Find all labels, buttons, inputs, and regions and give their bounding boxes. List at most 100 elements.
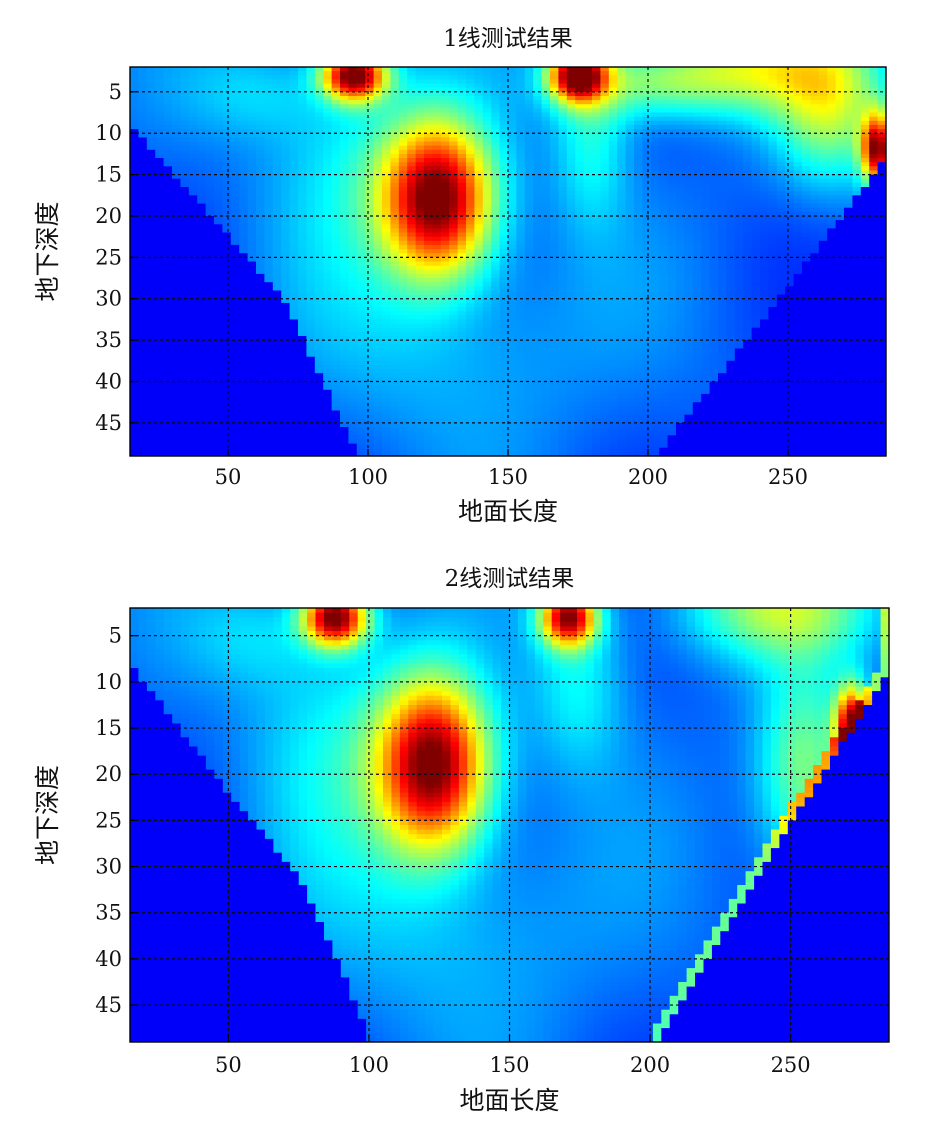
heatmap-cell [818, 228, 828, 234]
heatmap-cell [491, 166, 501, 171]
heatmap-cell [390, 91, 400, 97]
heatmap-cell [869, 141, 879, 147]
heatmap-cell [390, 120, 400, 126]
heatmap-cell [390, 75, 400, 80]
heatmap-cell [398, 236, 408, 242]
heatmap-cell [440, 108, 450, 114]
heatmap-cell [625, 211, 635, 217]
heatmap-cell [709, 269, 719, 275]
heatmap-cell [701, 96, 711, 101]
heatmap-cell [676, 108, 685, 114]
heatmap-cell [382, 104, 391, 109]
heatmap-cell [205, 133, 215, 138]
heatmap-cell [432, 87, 442, 93]
heatmap-cell [508, 96, 517, 101]
heatmap-cell [230, 170, 240, 176]
heatmap-cell [650, 224, 660, 229]
heatmap-cell [239, 79, 249, 85]
heatmap-cell [583, 137, 593, 143]
heatmap-cell [222, 96, 232, 101]
heatmap-cell [734, 265, 744, 271]
heatmap-cell [760, 141, 769, 147]
heatmap-cell [424, 129, 433, 134]
heatmap-cell [474, 240, 484, 246]
heatmap-cell [230, 145, 240, 151]
heatmap-cell [264, 278, 274, 283]
heatmap-cell [768, 290, 778, 296]
heatmap-cell [625, 96, 635, 101]
heatmap-cell [222, 220, 232, 225]
heatmap-cell [180, 228, 190, 234]
heatmap-cell [810, 290, 820, 296]
heatmap-cell [499, 216, 509, 221]
heatmap-cell [323, 83, 333, 89]
heatmap-cell [642, 100, 652, 105]
heatmap-cell [188, 178, 198, 184]
heatmap-cell [600, 137, 610, 143]
heatmap-cell [356, 129, 366, 134]
heatmap-cell [323, 178, 333, 184]
heatmap-cell [524, 195, 534, 200]
heatmap-cell [810, 141, 820, 147]
heatmap-cell [600, 104, 610, 109]
heatmap-cell [827, 199, 837, 205]
heatmap-cell [558, 104, 568, 109]
heatmap-cell [533, 129, 543, 134]
heatmap-cell [760, 87, 769, 93]
heatmap-cell [701, 207, 711, 213]
heatmap-cell [524, 137, 534, 143]
heatmap-cell [407, 269, 417, 275]
heatmap-cell [205, 120, 215, 126]
heatmap-cell [407, 257, 417, 263]
heatmap-cell [499, 96, 509, 101]
heatmap-cell [818, 286, 828, 291]
heatmap-cell [289, 137, 299, 143]
heatmap-cell [734, 216, 744, 221]
heatmap-cell [835, 261, 845, 267]
heatmap-cell [230, 75, 240, 80]
heatmap-cell [256, 141, 265, 147]
heatmap-cell [382, 203, 391, 209]
heatmap-cell [314, 158, 324, 163]
heatmap-cell [592, 199, 601, 205]
heatmap-cell [600, 232, 610, 238]
heatmap-cell [432, 182, 442, 188]
heatmap-cell [474, 199, 484, 205]
heatmap-cell [163, 83, 173, 89]
heatmap-cell [516, 286, 526, 291]
heatmap-cell [617, 191, 627, 196]
heatmap-cell [457, 290, 467, 296]
heatmap-cell [474, 290, 484, 296]
heatmap-cell [550, 273, 559, 279]
heatmap-cell [449, 253, 459, 258]
heatmap-cell [247, 174, 257, 180]
heatmap-cell [239, 91, 249, 97]
heatmap-cell [398, 104, 408, 109]
heatmap-cell [659, 207, 669, 213]
heatmap-cell [760, 257, 769, 263]
heatmap-cell [264, 178, 274, 184]
heatmap-cell [734, 273, 744, 279]
heatmap-cell [692, 269, 702, 275]
heatmap-cell [214, 273, 223, 279]
heatmap-cell [810, 282, 820, 287]
heatmap-cell [768, 145, 778, 151]
heatmap-cell [449, 257, 459, 263]
heatmap-cell [642, 187, 652, 192]
heatmap-cell [482, 133, 492, 138]
heatmap-cell [642, 79, 652, 85]
heatmap-cell [138, 133, 148, 138]
heatmap-cell [608, 124, 618, 130]
heatmap-cell [214, 83, 223, 89]
heatmap-cell [802, 216, 811, 221]
heatmap-cell [398, 100, 408, 105]
heatmap-cell [508, 174, 517, 180]
heatmap-cell [844, 129, 853, 134]
heatmap-cell [382, 286, 391, 291]
heatmap-cell [205, 71, 215, 76]
heatmap-cell [583, 199, 593, 205]
heatmap-cell [860, 207, 870, 213]
heatmap-cell [768, 133, 778, 138]
heatmap-cell [692, 133, 702, 138]
heatmap-cell [508, 265, 517, 271]
